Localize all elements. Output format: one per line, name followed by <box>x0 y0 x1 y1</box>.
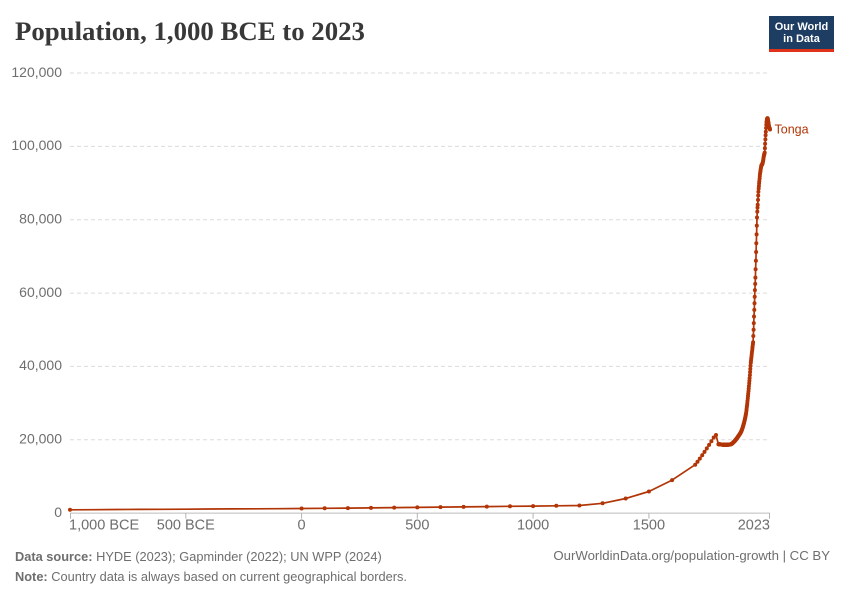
svg-text:0: 0 <box>54 504 62 520</box>
svg-text:60,000: 60,000 <box>19 284 62 300</box>
svg-text:2023: 2023 <box>738 518 770 534</box>
svg-text:40,000: 40,000 <box>19 357 62 373</box>
svg-text:80,000: 80,000 <box>19 211 62 227</box>
svg-text:500 BCE: 500 BCE <box>157 518 215 534</box>
svg-text:20,000: 20,000 <box>19 431 62 447</box>
svg-text:Tonga: Tonga <box>775 123 809 137</box>
svg-text:500: 500 <box>405 518 429 534</box>
svg-text:0: 0 <box>298 518 306 534</box>
svg-text:100,000: 100,000 <box>11 137 62 153</box>
svg-text:120,000: 120,000 <box>11 64 62 80</box>
svg-text:1,000 BCE: 1,000 BCE <box>69 518 139 534</box>
svg-text:1000: 1000 <box>517 518 549 534</box>
svg-text:1500: 1500 <box>633 518 665 534</box>
